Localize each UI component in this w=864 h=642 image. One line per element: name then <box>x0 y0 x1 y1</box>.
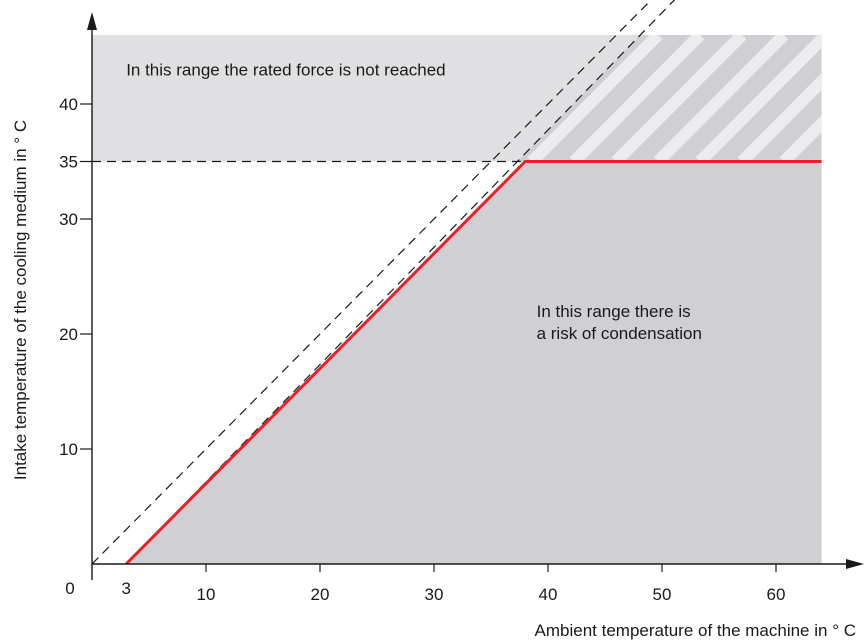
hatch-stripe <box>695 35 822 162</box>
y-tick-label: 20 <box>59 325 78 344</box>
y-tick-label: 35 <box>59 153 78 172</box>
x-tick-label: 3 <box>121 579 130 598</box>
annotation-condensation-line: a risk of condensation <box>537 324 702 343</box>
hatch-stripe <box>737 35 822 162</box>
y-axis-label: Intake temperature of the cooling medium… <box>11 120 30 480</box>
region-risk-of-condensation <box>126 161 822 564</box>
x-tick-label: 20 <box>311 585 330 604</box>
hatch-stripe <box>653 35 789 162</box>
annotation-condensation: In this range there is a risk of condensa… <box>537 302 702 343</box>
x-tick-label: 50 <box>653 585 672 604</box>
hatch-stripe <box>826 35 864 162</box>
hatch-stripe <box>569 35 705 162</box>
series-line <box>125 160 822 566</box>
hatch-stripe <box>527 35 663 162</box>
hatch-stripe <box>611 35 747 162</box>
x-tick-label: 10 <box>197 585 216 604</box>
y-tick-label: 30 <box>59 210 78 229</box>
y-tick-label: 10 <box>59 440 78 459</box>
dashed-diagonal-inner <box>91 0 652 565</box>
x-tick-label: 60 <box>767 585 786 604</box>
y-tick-label: 40 <box>59 95 78 114</box>
origin-label: 0 <box>65 579 74 598</box>
annotation-condensation-line: In this range there is <box>537 302 691 321</box>
x-tick-label: 30 <box>425 585 444 604</box>
x-axis-arrow <box>846 559 864 569</box>
x-tick-label: 40 <box>539 585 558 604</box>
x-axis-label: Ambient temperature of the machine in ° … <box>535 621 856 640</box>
hatch-stripe <box>779 35 822 162</box>
annotation-rated-force: In this range the rated force is not rea… <box>126 60 445 79</box>
y-axis-arrow <box>87 12 97 30</box>
